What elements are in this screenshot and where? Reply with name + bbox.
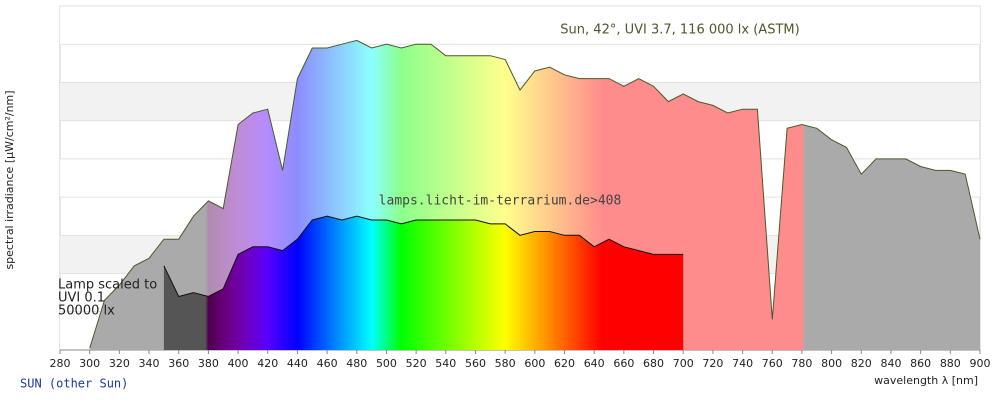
x-tick-label: 460 xyxy=(317,357,338,370)
x-tick-label: 580 xyxy=(495,357,516,370)
x-tick-label: 700 xyxy=(673,357,694,370)
x-tick-label: 360 xyxy=(168,357,189,370)
x-tick-label: 380 xyxy=(198,357,219,370)
lamp-annotation: lamps.licht-im-terrarium.de>408 xyxy=(379,194,622,209)
x-tick-label: 640 xyxy=(584,357,605,370)
scaled-note: 50000 lx xyxy=(58,304,115,319)
spectrum-line xyxy=(89,39,981,349)
x-tick-label: 440 xyxy=(287,357,308,370)
x-tick-label: 600 xyxy=(524,357,545,370)
x-tick-label: 680 xyxy=(643,357,664,370)
scaled-note: Lamp scaled to xyxy=(58,278,157,293)
footer-link[interactable]: SUN (other Sun) xyxy=(20,377,128,391)
sun-annotation: Sun, 42°, UVI 3.7, 116 000 lx (ASTM) xyxy=(560,23,799,38)
x-tick-label: 660 xyxy=(613,357,634,370)
x-tick-label: 780 xyxy=(791,357,812,370)
x-tick-label: 820 xyxy=(851,357,872,370)
x-tick-label: 300 xyxy=(79,357,100,370)
x-tick-label: 760 xyxy=(762,357,783,370)
x-tick-label: 540 xyxy=(435,357,456,370)
x-tick-label: 420 xyxy=(257,357,278,370)
x-tick-label: 840 xyxy=(880,357,901,370)
x-tick-label: 720 xyxy=(702,357,723,370)
x-tick-label: 320 xyxy=(109,357,130,370)
spectrum-area xyxy=(163,216,684,350)
scaled-note: UVI 0.1 xyxy=(58,291,105,306)
marks xyxy=(89,39,981,351)
x-axis-label: wavelength λ [nm] xyxy=(874,374,978,387)
x-tick-label: 480 xyxy=(346,357,367,370)
grid-band xyxy=(60,6,980,45)
y-axis-label: spectral irradiance [μW/cm²/nm] xyxy=(3,90,16,269)
x-tick-label: 400 xyxy=(228,357,249,370)
spectrum-line xyxy=(163,215,684,298)
x-tick-label: 740 xyxy=(732,357,753,370)
x-tick-label: 520 xyxy=(406,357,427,370)
x-tick-label: 880 xyxy=(940,357,961,370)
x-tick-label: 500 xyxy=(376,357,397,370)
x-tick-label: 280 xyxy=(50,357,71,370)
x-tick-label: 800 xyxy=(821,357,842,370)
x-tick-label: 860 xyxy=(910,357,931,370)
x-tick-label: 900 xyxy=(970,357,991,370)
x-tick-label: 620 xyxy=(554,357,575,370)
x-tick-label: 560 xyxy=(465,357,486,370)
x-tick-label: 340 xyxy=(139,357,160,370)
